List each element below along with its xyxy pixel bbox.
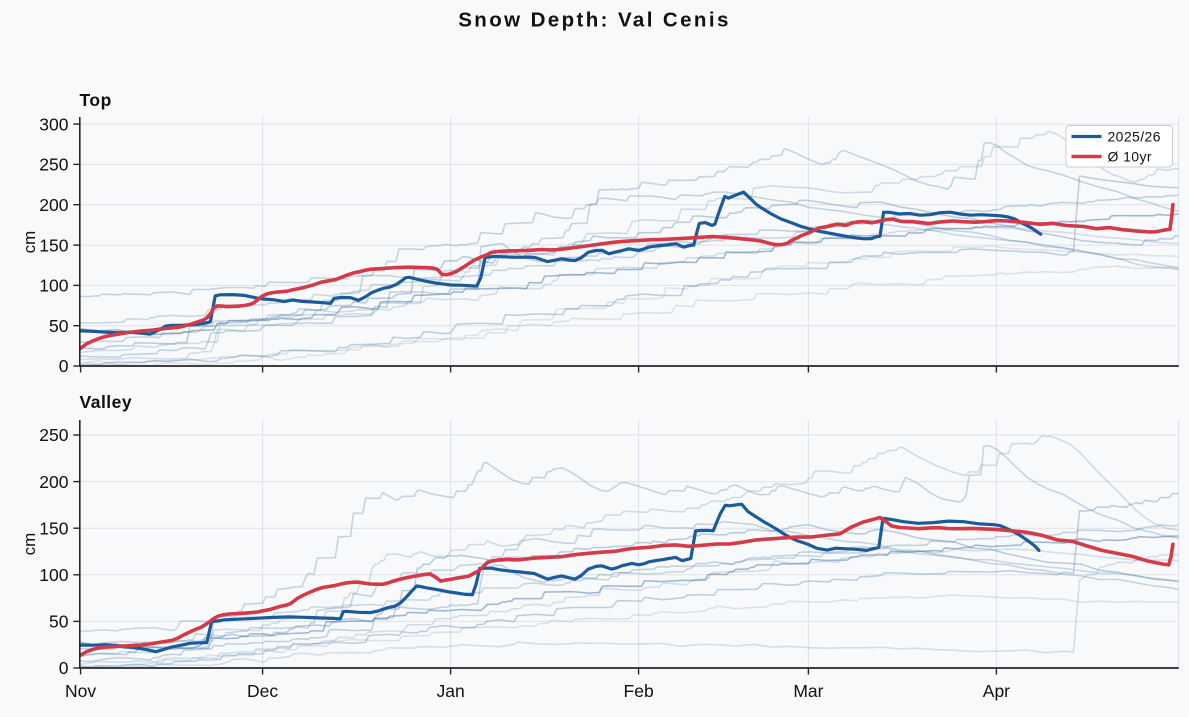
svg-text:150: 150 — [39, 235, 68, 255]
svg-text:100: 100 — [39, 276, 68, 296]
svg-text:Ø 10yr: Ø 10yr — [1108, 149, 1152, 165]
svg-text:Dec: Dec — [247, 681, 278, 701]
svg-text:Mar: Mar — [793, 681, 823, 701]
svg-text:100: 100 — [39, 565, 68, 585]
svg-text:200: 200 — [39, 195, 68, 215]
svg-text:200: 200 — [39, 472, 68, 492]
svg-text:Snow Depth: Val Cenis: Snow Depth: Val Cenis — [458, 9, 731, 32]
svg-text:Valley: Valley — [80, 392, 133, 412]
svg-text:Feb: Feb — [624, 681, 654, 701]
svg-text:Jan: Jan — [436, 681, 464, 701]
svg-text:300: 300 — [39, 114, 68, 134]
svg-text:Nov: Nov — [65, 681, 96, 701]
svg-text:0: 0 — [59, 658, 69, 678]
svg-text:50: 50 — [49, 612, 69, 632]
svg-text:50: 50 — [49, 316, 69, 336]
svg-text:250: 250 — [39, 155, 68, 175]
svg-text:2025/26: 2025/26 — [1108, 129, 1161, 145]
svg-text:150: 150 — [39, 518, 68, 538]
svg-text:Top: Top — [80, 90, 112, 110]
svg-text:Apr: Apr — [983, 681, 1010, 701]
svg-text:cm: cm — [20, 231, 39, 254]
svg-text:0: 0 — [59, 356, 69, 376]
svg-text:cm: cm — [20, 533, 39, 556]
svg-text:250: 250 — [39, 425, 68, 445]
